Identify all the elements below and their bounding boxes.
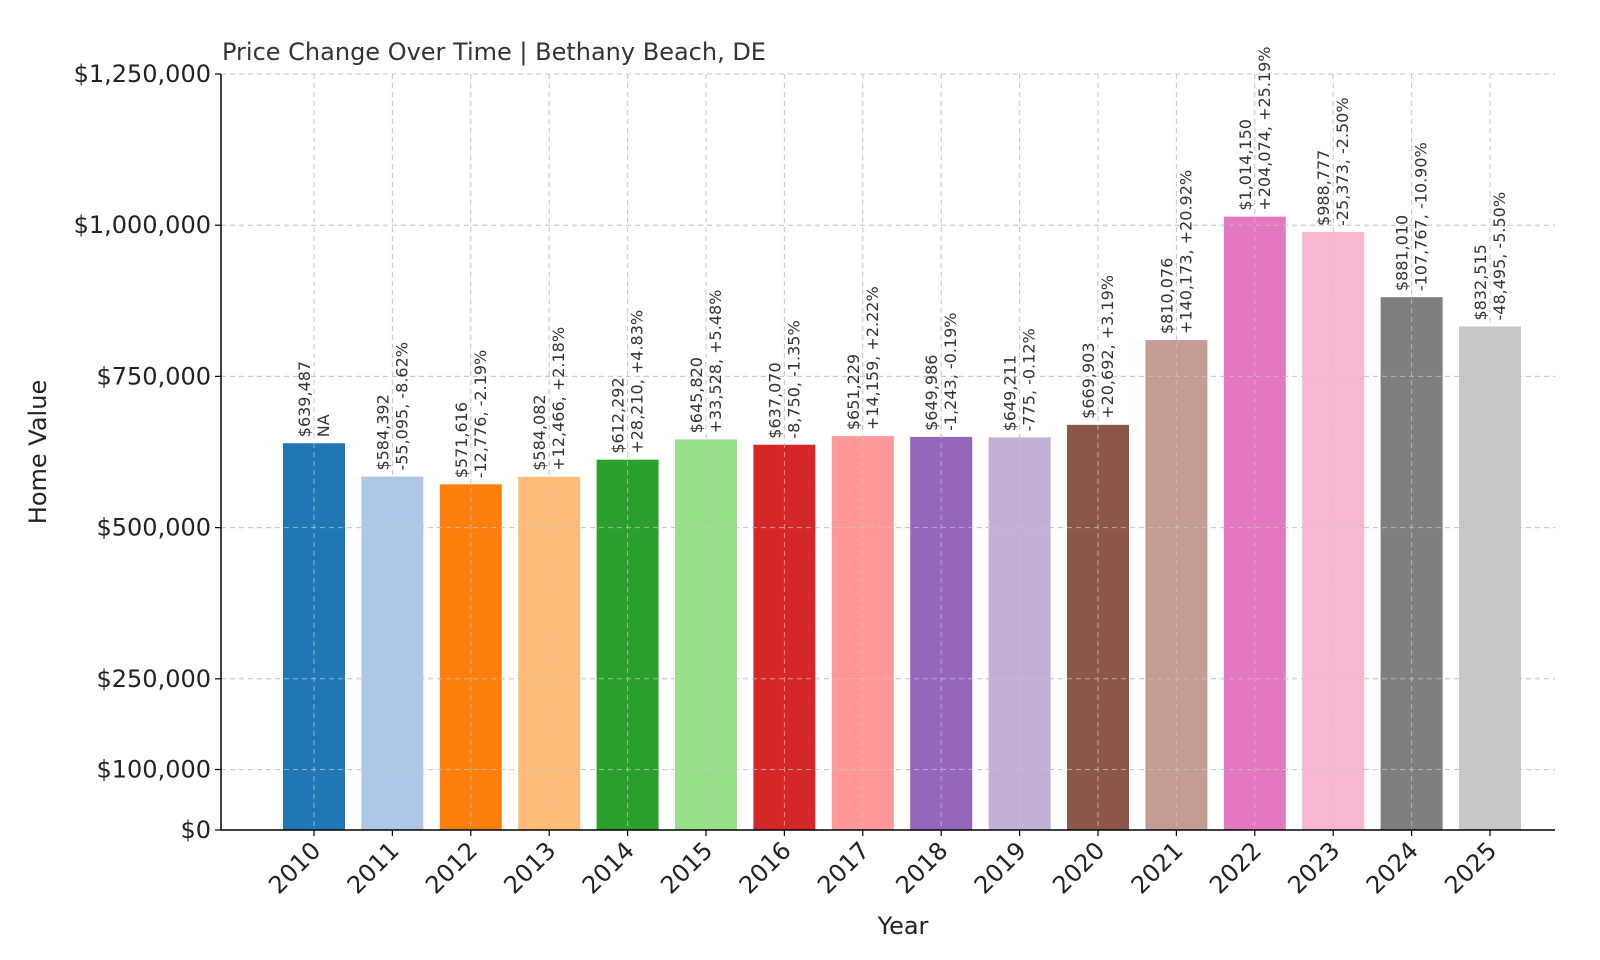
bar-value-label: $832,515 (1471, 244, 1490, 320)
bar-change-label: -775, -0.12% (1020, 328, 1039, 431)
bar-value-label: $639,487 (295, 361, 314, 437)
bar-value-label: $584,392 (373, 394, 392, 470)
chart-title: Price Change Over Time | Bethany Beach, … (222, 38, 766, 66)
x-tick-label: 2016 (734, 836, 797, 899)
bar-value-label: $645,820 (687, 357, 706, 433)
x-tick-label: 2011 (342, 836, 405, 899)
bar-change-label: +204,074, +25.19% (1255, 46, 1274, 210)
x-tick-labels: 2010 2011 2012 2013 2014 2015 2016 2017 2018 2019… (263, 830, 1502, 899)
y-tick-label: $1,250,000 (74, 60, 211, 88)
bar-2016 (753, 444, 816, 830)
x-tick-label: 2024 (1361, 836, 1424, 899)
x-tick-label: 2019 (969, 836, 1032, 899)
bar-change-label: +14,159, +2.22% (863, 286, 882, 430)
bar-value-label: $988,777 (1314, 150, 1333, 226)
bar-value-label: $810,076 (1157, 258, 1176, 334)
bar-value-label: $612,292 (609, 377, 628, 453)
y-tick-label: $750,000 (96, 362, 211, 390)
y-tick-labels: $0 $100,000 $250,000 $500,000 $750,000 $1,000… (74, 60, 221, 844)
grid-overlay (221, 73, 1555, 830)
bar-value-label: $571,616 (452, 402, 471, 478)
x-tick-label: 2018 (890, 836, 953, 899)
bar-value-label: $1,014,150 (1236, 119, 1255, 211)
bar-change-label: -107,767, -10.90% (1412, 142, 1431, 291)
x-tick-label: 2022 (1204, 836, 1267, 899)
x-tick-label: 2015 (655, 836, 718, 899)
bar-value-label: $881,010 (1393, 215, 1412, 291)
bar-value-label: $669,903 (1079, 342, 1098, 418)
bar-change-label: +28,210, +4.83% (628, 310, 647, 454)
bar-value-label: $649,211 (1001, 355, 1020, 431)
bar-change-label: +12,466, +2.18% (549, 327, 568, 471)
bar-2021 (1145, 340, 1208, 830)
bar-change-label: +140,173, +20.92% (1176, 170, 1195, 334)
bar-2012 (439, 484, 502, 830)
x-tick-label: 2023 (1282, 836, 1345, 899)
bar-value-label: $584,082 (530, 394, 549, 470)
bar-2023 (1302, 231, 1365, 830)
bar-change-label: -8,750, -1.35% (784, 320, 803, 438)
x-tick-label: 2014 (577, 836, 640, 899)
bar-value-label: $651,229 (844, 354, 863, 430)
y-tick-label: $250,000 (96, 665, 211, 693)
bar-change-label: -1,243, -0.19% (941, 313, 960, 431)
x-tick-label: 2020 (1047, 836, 1110, 899)
bar-change-label: -48,495, -5.50% (1490, 192, 1509, 321)
y-tick-label: $0 (180, 816, 211, 844)
bar-change-label: NA (314, 414, 333, 437)
bar-change-label: -55,095, -8.62% (392, 342, 411, 471)
y-tick-label: $500,000 (96, 514, 211, 542)
bar-value-label: $649,986 (922, 355, 941, 431)
y-tick-label: $1,000,000 (74, 211, 211, 239)
x-tick-label: 2013 (498, 836, 561, 899)
x-tick-label: 2012 (420, 836, 483, 899)
bar-change-label: +20,692, +3.19% (1098, 275, 1117, 419)
bars (221, 73, 1555, 830)
x-tick-label: 2010 (263, 836, 326, 899)
bar-value-label: $637,070 (765, 362, 784, 438)
y-tick-label: $100,000 (96, 756, 211, 784)
x-tick-label: 2017 (812, 836, 875, 899)
bar-labels: $639,487 NA $584,392 -55,095, -8.62% $571,61… (295, 46, 1509, 478)
x-tick-label: 2025 (1439, 836, 1502, 899)
x-axis-label: Year (877, 912, 929, 940)
x-tick-label: 2021 (1126, 836, 1189, 899)
y-axis-label: Home Value (24, 380, 52, 524)
bar-change-label: -25,373, -2.50% (1333, 97, 1352, 226)
bar-change-label: -12,776, -2.19% (471, 350, 490, 479)
bar-change-label: +33,528, +5.48% (706, 290, 725, 434)
